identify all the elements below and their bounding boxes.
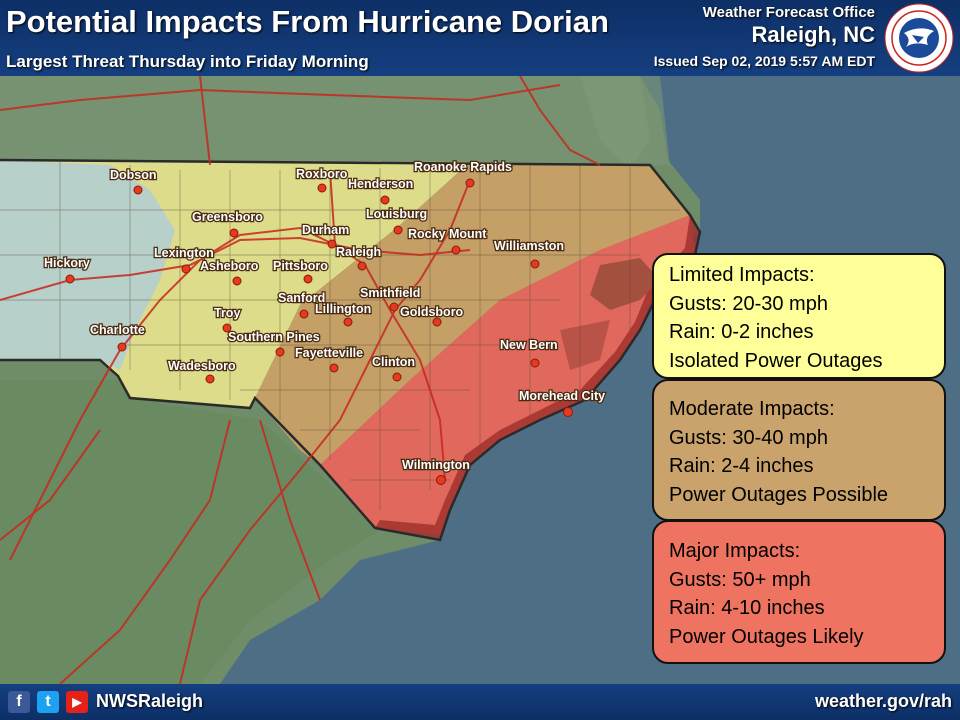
city-goldsboro: Goldsboro (399, 304, 465, 327)
city-dobson: Dobson (109, 167, 158, 195)
city-lexington: Lexington (153, 245, 215, 274)
svg-text:Dobson: Dobson (110, 168, 157, 182)
svg-text:Wilmington: Wilmington (402, 458, 470, 472)
social-handle[interactable]: NWSRaleigh (96, 691, 204, 711)
svg-text:Goldsboro: Goldsboro (400, 305, 464, 319)
city-lillington: Lillington (314, 301, 373, 327)
svg-text:Henderson: Henderson (348, 177, 413, 191)
svg-text:Smithfield: Smithfield (360, 286, 420, 300)
svg-text:Pittsboro: Pittsboro (273, 259, 328, 273)
city-southern-pines: Southern Pines (227, 329, 321, 357)
nws-logo-icon (884, 3, 954, 73)
svg-text:New Bern: New Bern (500, 338, 558, 352)
city-charlotte: Charlotte (89, 322, 146, 352)
city-roxboro: Roxboro (295, 166, 349, 193)
svg-text:Troy: Troy (214, 306, 240, 320)
legend-major: Major Impacts: Gusts: 50+ mph Rain: 4-10… (652, 520, 946, 664)
page-subtitle: Largest Threat Thursday into Friday Morn… (6, 52, 369, 71)
city-hickory: Hickory (43, 255, 91, 284)
legend-major-gusts: Gusts: 50+ mph (669, 568, 811, 591)
svg-text:Clinton: Clinton (372, 355, 415, 369)
city-raleigh: Raleigh (335, 244, 382, 271)
city-clinton: Clinton (371, 354, 416, 382)
header-bar: Potential Impacts From Hurricane Dorian … (0, 0, 960, 76)
svg-text:Greensboro: Greensboro (192, 210, 263, 224)
legend-moderate-title: Moderate Impacts: (669, 398, 835, 420)
issued-timestamp: Issued Sep 02, 2019 5:57 AM EDT (653, 53, 875, 69)
svg-text:Hickory: Hickory (44, 256, 90, 270)
svg-text:Durham: Durham (302, 223, 349, 237)
svg-text:Charlotte: Charlotte (90, 323, 145, 337)
city-new-bern: New Bern (499, 337, 559, 368)
legend-major-title: Major Impacts: (669, 540, 801, 562)
legend-moderate-rain: Rain: 2-4 inches (669, 455, 814, 477)
city-pittsboro: Pittsboro (272, 258, 330, 284)
svg-text:Raleigh: Raleigh (336, 245, 381, 259)
office-city: Raleigh, NC (751, 22, 875, 47)
website-link[interactable]: weather.gov/rah (814, 691, 952, 711)
legend-moderate-gusts: Gusts: 30-40 mph (669, 426, 828, 449)
city-asheboro: Asheboro (199, 258, 260, 286)
city-roanoke-rapids: Roanoke Rapids (413, 159, 513, 188)
twitter-icon[interactable]: t (37, 691, 59, 713)
svg-text:Lexington: Lexington (154, 246, 214, 260)
legend-moderate-outages: Power Outages Possible (669, 483, 889, 506)
legend-major-outages: Power Outages Likely (669, 625, 864, 648)
youtube-icon[interactable]: ▶ (66, 691, 88, 713)
city-fayetteville: Fayetteville (294, 345, 364, 373)
city-wadesboro: Wadesboro (167, 358, 237, 384)
mountain-zone (0, 160, 175, 370)
legend-limited: Limited Impacts: Gusts: 20-30 mph Rain: … (652, 253, 946, 379)
svg-text:Lillington: Lillington (315, 302, 371, 316)
svg-text:Southern Pines: Southern Pines (228, 330, 320, 344)
svg-text:Louisburg: Louisburg (366, 207, 427, 221)
office-name: Weather Forecast Office (702, 4, 875, 21)
city-smithfield: Smithfield (359, 285, 422, 312)
svg-text:Rocky Mount: Rocky Mount (408, 227, 487, 241)
svg-text:Roanoke Rapids: Roanoke Rapids (414, 160, 512, 174)
legend-limited-gusts: Gusts: 20-30 mph (669, 292, 828, 315)
city-morehead-city: Morehead City (518, 388, 606, 417)
city-labels: Dobson Roxboro Roanoke Rapids Henderson … (43, 159, 606, 485)
legend-limited-rain: Rain: 0-2 inches (669, 321, 814, 343)
city-greensboro: Greensboro (191, 209, 265, 238)
facebook-icon[interactable]: f (8, 691, 30, 713)
city-rocky-mount: Rocky Mount (407, 226, 489, 255)
city-troy: Troy (213, 305, 242, 333)
city-louisburg: Louisburg (365, 206, 428, 235)
svg-text:Roxboro: Roxboro (296, 167, 348, 181)
city-williamston: Williamston (493, 238, 565, 269)
svg-text:Morehead City: Morehead City (519, 389, 605, 403)
state-border (0, 158, 702, 542)
moderate-impact-zone (255, 162, 690, 465)
svg-text:Williamston: Williamston (494, 239, 564, 253)
svg-text:Wadesboro: Wadesboro (168, 359, 236, 373)
city-henderson: Henderson (347, 176, 415, 205)
legend-limited-title: Limited Impacts: (669, 264, 815, 286)
footer-bar: f t ▶ NWSRaleigh weather.gov/rah (0, 684, 960, 720)
svg-text:Fayetteville: Fayetteville (295, 346, 363, 360)
svg-text:Sanford: Sanford (278, 291, 325, 305)
legend-limited-outages: Isolated Power Outages (669, 349, 883, 372)
city-durham: Durham (301, 222, 351, 249)
svg-text:Asheboro: Asheboro (200, 259, 259, 273)
legend-major-rain: Rain: 4-10 inches (669, 597, 825, 619)
legend-moderate: Moderate Impacts: Gusts: 30-40 mph Rain:… (652, 379, 946, 521)
city-wilmington: Wilmington (401, 457, 471, 485)
city-sanford: Sanford (277, 290, 327, 319)
page-title: Potential Impacts From Hurricane Dorian (6, 4, 609, 39)
